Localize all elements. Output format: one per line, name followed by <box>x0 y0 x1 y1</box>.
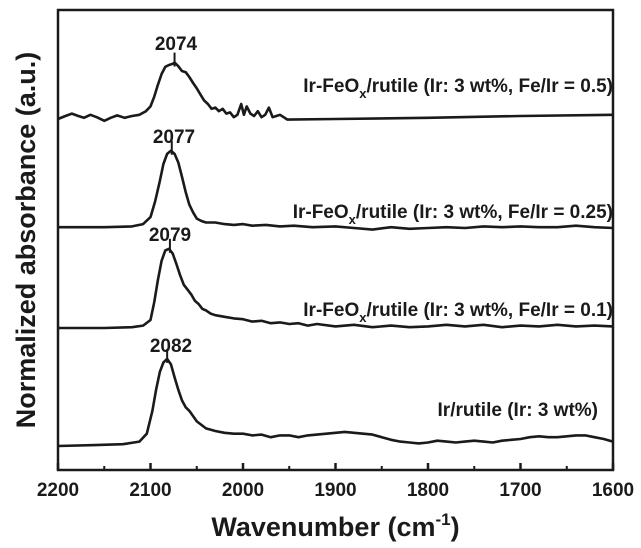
y-axis-label: Normalized absorbance (a.u.) <box>11 52 41 429</box>
x-tick-label-1800: 1800 <box>407 480 449 501</box>
series-label-s4: Ir/rutile (Ir: 3 wt%) <box>438 400 598 421</box>
series-label-s2: Ir-FeOx/rutile (Ir: 3 wt%, Fe/Ir = 0.25) <box>293 202 613 227</box>
x-tick-label-2100: 2100 <box>129 480 171 501</box>
peak-label-s2: 2077 <box>153 127 195 148</box>
series-label-s1: Ir-FeOx/rutile (Ir: 3 wt%, Fe/Ir = 0.5) <box>303 76 613 101</box>
series-label-s3: Ir-FeOx/rutile (Ir: 3 wt%, Fe/Ir = 0.1) <box>303 300 613 325</box>
peak-label-s3: 2079 <box>149 225 191 246</box>
x-tick-label-1600: 1600 <box>592 480 634 501</box>
peak-label-s4: 2082 <box>150 336 192 357</box>
x-tick-label-1900: 1900 <box>314 480 356 501</box>
x-tick-label-2000: 2000 <box>222 480 264 501</box>
x-tick-label-2200: 2200 <box>37 480 79 501</box>
peak-label-s1: 2074 <box>155 34 198 55</box>
x-axis-label: Wavenumber (cm-1) <box>211 510 459 542</box>
x-tick-label-1700: 1700 <box>499 480 541 501</box>
